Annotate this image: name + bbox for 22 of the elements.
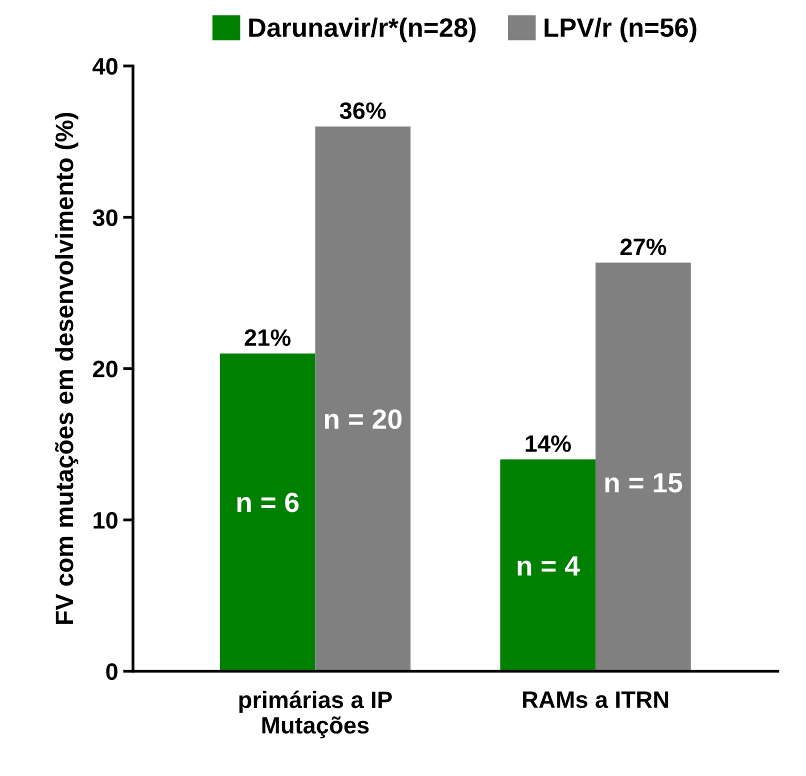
legend-label: LPV/r (n=56): [544, 18, 696, 42]
bar: [315, 126, 411, 672]
annotation: n = 4: [518, 556, 580, 576]
bar: [500, 459, 596, 672]
y-tick-label: 0: [106, 663, 118, 680]
data-label: 36%: [340, 102, 386, 120]
annotation: n = 15: [605, 473, 682, 493]
bar: [220, 353, 316, 672]
annotation: n = 6: [237, 492, 299, 512]
legend-label: Darunavir/r*(n=28): [249, 18, 476, 42]
bar: [596, 262, 691, 672]
y-axis-title: FV com mutações em desenvolvimento (%): [54, 112, 78, 624]
x-tick-label: RAMs a ITRN: [523, 692, 668, 708]
annotation: n = 20: [324, 409, 402, 430]
data-label: 14%: [526, 435, 571, 452]
y-tick-label: 30: [92, 209, 118, 226]
data-label: 27%: [620, 238, 666, 256]
data-label: 21%: [244, 329, 291, 346]
y-tick-label: 40: [92, 58, 118, 75]
x-tick-label: primárias a IP Mutações: [239, 690, 392, 738]
y-tick-label: 20: [92, 360, 118, 378]
y-tick-label: 10: [94, 512, 118, 529]
